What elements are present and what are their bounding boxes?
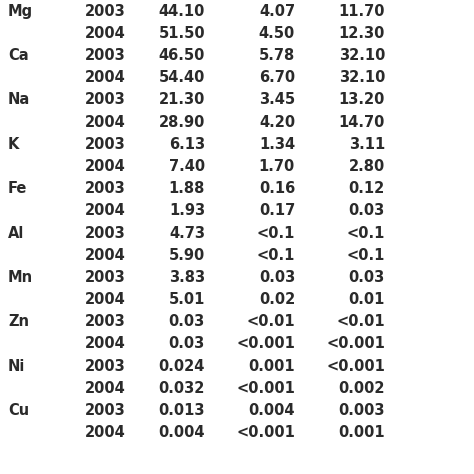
Text: 12.30: 12.30	[338, 26, 385, 41]
Text: 4.50: 4.50	[259, 26, 295, 41]
Text: K: K	[8, 137, 19, 152]
Text: 0.03: 0.03	[169, 314, 205, 329]
Text: <0.001: <0.001	[236, 381, 295, 396]
Text: 2003: 2003	[85, 92, 126, 107]
Text: 5.90: 5.90	[169, 248, 205, 263]
Text: 0.001: 0.001	[338, 425, 385, 440]
Text: 0.03: 0.03	[259, 270, 295, 285]
Text: Fe: Fe	[8, 181, 27, 196]
Text: 0.001: 0.001	[248, 359, 295, 374]
Text: 2004: 2004	[85, 425, 126, 440]
Text: <0.1: <0.1	[346, 248, 385, 263]
Text: 6.70: 6.70	[259, 70, 295, 85]
Text: 4.20: 4.20	[259, 115, 295, 129]
Text: <0.001: <0.001	[236, 337, 295, 352]
Text: <0.01: <0.01	[337, 314, 385, 329]
Text: 2003: 2003	[85, 181, 126, 196]
Text: 0.12: 0.12	[349, 181, 385, 196]
Text: Ni: Ni	[8, 359, 26, 374]
Text: 5.78: 5.78	[259, 48, 295, 63]
Text: 2003: 2003	[85, 226, 126, 240]
Text: 2003: 2003	[85, 3, 126, 18]
Text: 1.34: 1.34	[259, 137, 295, 152]
Text: 2003: 2003	[85, 48, 126, 63]
Text: 7.40: 7.40	[169, 159, 205, 174]
Text: <0.01: <0.01	[246, 314, 295, 329]
Text: 0.004: 0.004	[158, 425, 205, 440]
Text: 3.45: 3.45	[259, 92, 295, 107]
Text: 11.70: 11.70	[338, 3, 385, 18]
Text: <0.1: <0.1	[256, 248, 295, 263]
Text: <0.1: <0.1	[346, 226, 385, 240]
Text: 28.90: 28.90	[159, 115, 205, 129]
Text: Al: Al	[8, 226, 24, 240]
Text: 2003: 2003	[85, 137, 126, 152]
Text: 0.003: 0.003	[338, 403, 385, 418]
Text: 2003: 2003	[85, 359, 126, 374]
Text: 2004: 2004	[85, 337, 126, 352]
Text: 2003: 2003	[85, 403, 126, 418]
Text: 0.002: 0.002	[338, 381, 385, 396]
Text: 4.73: 4.73	[169, 226, 205, 240]
Text: 0.03: 0.03	[169, 337, 205, 352]
Text: <0.1: <0.1	[256, 226, 295, 240]
Text: 1.70: 1.70	[259, 159, 295, 174]
Text: 0.17: 0.17	[259, 203, 295, 219]
Text: <0.001: <0.001	[236, 425, 295, 440]
Text: Mg: Mg	[8, 3, 33, 18]
Text: 21.30: 21.30	[159, 92, 205, 107]
Text: 0.024: 0.024	[159, 359, 205, 374]
Text: <0.001: <0.001	[326, 337, 385, 352]
Text: 3.11: 3.11	[349, 137, 385, 152]
Text: 0.004: 0.004	[248, 403, 295, 418]
Text: Cu: Cu	[8, 403, 29, 418]
Text: 54.40: 54.40	[159, 70, 205, 85]
Text: Zn: Zn	[8, 314, 29, 329]
Text: 51.50: 51.50	[158, 26, 205, 41]
Text: 2003: 2003	[85, 270, 126, 285]
Text: 5.01: 5.01	[169, 292, 205, 307]
Text: 13.20: 13.20	[338, 92, 385, 107]
Text: 14.70: 14.70	[338, 115, 385, 129]
Text: 2004: 2004	[85, 115, 126, 129]
Text: 1.88: 1.88	[169, 181, 205, 196]
Text: 0.02: 0.02	[259, 292, 295, 307]
Text: 0.03: 0.03	[349, 270, 385, 285]
Text: 2004: 2004	[85, 203, 126, 219]
Text: 2004: 2004	[85, 26, 126, 41]
Text: 2004: 2004	[85, 292, 126, 307]
Text: 32.10: 32.10	[338, 70, 385, 85]
Text: <0.001: <0.001	[326, 359, 385, 374]
Text: 2.80: 2.80	[349, 159, 385, 174]
Text: 44.10: 44.10	[159, 3, 205, 18]
Text: 1.93: 1.93	[169, 203, 205, 219]
Text: 2004: 2004	[85, 70, 126, 85]
Text: Ca: Ca	[8, 48, 28, 63]
Text: 3.83: 3.83	[169, 270, 205, 285]
Text: 0.16: 0.16	[259, 181, 295, 196]
Text: 46.50: 46.50	[159, 48, 205, 63]
Text: 4.07: 4.07	[259, 3, 295, 18]
Text: 2004: 2004	[85, 159, 126, 174]
Text: Na: Na	[8, 92, 30, 107]
Text: 0.03: 0.03	[349, 203, 385, 219]
Text: 0.032: 0.032	[159, 381, 205, 396]
Text: 32.10: 32.10	[338, 48, 385, 63]
Text: 2004: 2004	[85, 248, 126, 263]
Text: 2004: 2004	[85, 381, 126, 396]
Text: 6.13: 6.13	[169, 137, 205, 152]
Text: 0.013: 0.013	[158, 403, 205, 418]
Text: Mn: Mn	[8, 270, 33, 285]
Text: 0.01: 0.01	[348, 292, 385, 307]
Text: 2003: 2003	[85, 314, 126, 329]
